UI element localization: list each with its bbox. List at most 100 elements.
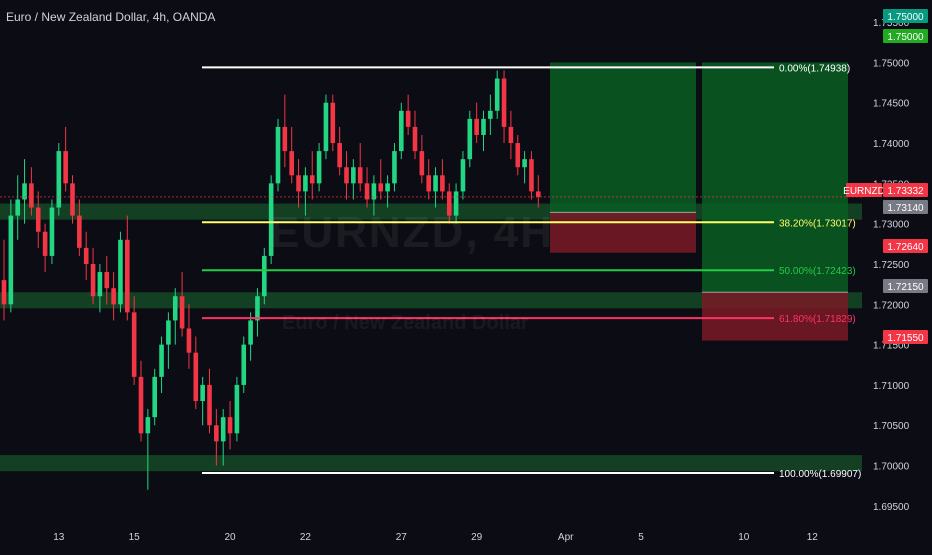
y-tick-label: 1.70500 [873,421,910,432]
candle-body [56,151,62,208]
candle-body [399,110,404,152]
candle-body [29,183,34,208]
fib-levels-layer: 0.00%(1.74938) 38.20%(1.73017) 50.00%(1.72… [202,63,861,480]
candle-body [392,151,397,184]
candle-body [426,175,431,192]
candle-body [296,175,301,192]
candle-body [35,207,41,232]
candle-body [501,78,507,127]
y-tick-label: 1.75000 [873,58,910,69]
x-tick-label: Apr [558,532,574,543]
candle-body [289,151,294,176]
candle-body [15,199,20,216]
candle-body [357,167,363,184]
y-tick-label: 1.75500 [873,18,910,29]
candle-body [241,344,247,385]
candle-body [90,263,96,297]
candle-body [83,247,89,264]
candle-body [453,191,459,216]
x-tick-label: 13 [53,532,65,543]
candle-body [481,118,486,135]
price-badge [883,200,928,214]
candle-body [159,344,164,377]
candle-body [255,296,260,321]
candle-body [49,207,55,256]
y-tick-label: 1.74500 [873,99,910,110]
price-badge [883,330,928,344]
positions-layer [550,62,848,341]
x-tick-label: 29 [471,532,483,543]
fib-level-label: 61.80%(1.71829) [779,314,856,325]
candle-body [351,167,356,184]
candle-body [248,320,253,345]
candle-body [303,175,308,192]
price-badge-label: 1.73332 [887,186,924,197]
x-tick-label: 5 [638,532,644,543]
x-tick-label: 15 [129,532,141,543]
candle-body [118,239,123,305]
position-1-target-zone [550,62,696,213]
mid-zone [0,292,862,309]
position-2-stop-zone [702,292,848,341]
candle-body [125,239,130,313]
candle-body [412,126,418,152]
candle-body [70,183,75,216]
candle-body [316,151,322,184]
candle-body [22,183,27,200]
candle-body [227,417,233,434]
y-tick-label: 1.71000 [873,381,910,392]
symbol-badge [846,183,882,197]
y-tick-label: 1.69500 [873,502,910,513]
y-tick-label: 1.71500 [873,341,910,352]
price-badge-label: 1.75000 [887,32,924,43]
position-2-target-zone [702,62,848,293]
candle-body [337,143,342,168]
candle-body [262,255,267,297]
y-tick-label: 1.72500 [873,260,910,271]
candle-body [344,167,349,184]
candle-body [97,272,103,297]
candle-body [364,183,370,200]
fib-level-label: 0.00%(1.74938) [779,63,850,74]
candle-body [131,312,137,377]
candle-body [138,376,144,434]
candle-body [145,417,151,434]
candle-body [323,102,329,152]
x-tick-label: 22 [300,532,312,543]
candle-body [309,175,315,184]
candle-body [529,159,534,192]
candle-body [200,384,205,402]
candle-body [275,126,281,184]
position-1-stop-zone [550,212,696,253]
candle-body [104,272,110,289]
y-tick-label: 1.73000 [873,220,910,231]
candle-body [467,118,473,160]
candle-body [193,352,199,402]
symbol-title: Euro / New Zealand Dollar, 4h, OANDA [6,10,216,24]
candle-body [166,320,171,345]
watermark-sub: Euro / New Zealand Dollar [282,312,529,334]
candle-body [172,296,178,321]
candle-body [330,102,336,144]
fib-level-label: 38.20%(1.73017) [779,218,856,229]
price-badge-label: 1.71550 [887,333,924,344]
candle-body [474,118,479,135]
candle-body [494,78,500,111]
candle-body [522,159,527,168]
candle-body [77,215,82,248]
candle-body [282,126,288,152]
x-tick-label: 10 [738,532,750,543]
x-tick-label: 20 [224,532,236,543]
candle-body [234,384,240,434]
price-badge [883,183,928,197]
candle-body [186,328,192,353]
candle-body [385,183,390,192]
candle-body [371,183,377,200]
x-tick-label: 27 [396,532,408,543]
candle-body [508,126,514,144]
candle-body [515,143,521,168]
candle-body [220,417,226,442]
candle-body [378,183,384,192]
